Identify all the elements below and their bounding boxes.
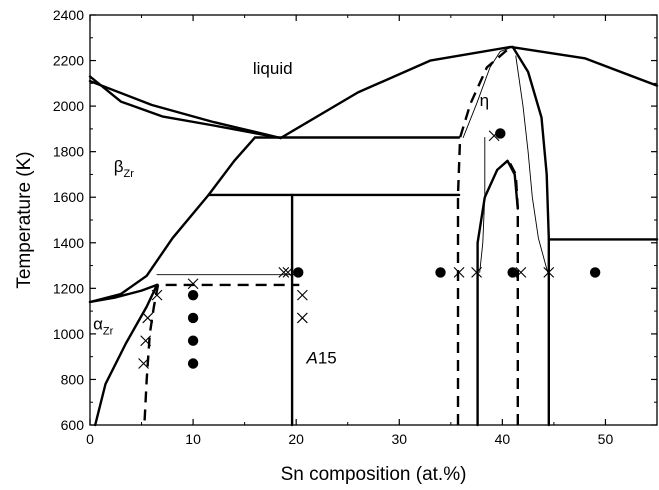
y-tick-label: 1600 xyxy=(53,189,84,205)
phase-label: αZr xyxy=(93,314,114,337)
x-axis-title: Sn composition (at.%) xyxy=(281,464,467,485)
thin-phase-boundary xyxy=(479,137,486,273)
x-tick-label: 40 xyxy=(495,431,511,447)
filled-circle-point xyxy=(187,289,199,301)
x-tick-label: 50 xyxy=(598,431,614,447)
phase-boundary xyxy=(94,283,159,427)
x-tick-label: 10 xyxy=(185,431,201,447)
dashed-phase-boundary xyxy=(506,157,519,425)
filled-circle-point xyxy=(293,267,304,278)
filled-circle-point xyxy=(589,267,601,278)
cross-point xyxy=(296,289,308,301)
phase-boundary xyxy=(88,75,282,140)
y-tick-label: 1000 xyxy=(53,326,84,342)
y-tick-label: 2200 xyxy=(53,53,84,69)
cross-point xyxy=(187,278,199,290)
phase-boundary xyxy=(88,136,257,304)
cross-point xyxy=(453,267,465,278)
x-tick-label: 0 xyxy=(86,431,94,447)
phase-boundary xyxy=(279,45,659,140)
cross-point xyxy=(278,267,290,278)
cross-point xyxy=(488,130,500,142)
phase-label: βZr xyxy=(114,157,135,180)
y-tick-label: 1800 xyxy=(53,144,84,160)
data-markers xyxy=(138,128,601,369)
filled-circle-point xyxy=(187,335,199,346)
y-tick-label: 2000 xyxy=(53,98,84,114)
y-axis-title: Temperature (K) xyxy=(14,151,35,288)
cross-point xyxy=(140,335,152,347)
phase-boundary xyxy=(511,45,550,427)
axis-ticks xyxy=(89,14,657,426)
cross-point xyxy=(151,289,163,301)
phase-boundary xyxy=(88,79,282,140)
x-tick-label: 20 xyxy=(288,431,304,447)
annotation-label: liquid xyxy=(253,59,293,78)
cross-point xyxy=(543,267,555,278)
filled-circle-point xyxy=(495,128,506,139)
thin-phase-boundary xyxy=(515,55,549,273)
x-tick-label: 30 xyxy=(391,431,407,447)
phase-boundary xyxy=(88,283,159,304)
cross-point xyxy=(142,312,154,324)
cross-point xyxy=(282,267,294,278)
filled-circle-point xyxy=(187,358,199,369)
dashed-phase-boundary xyxy=(143,283,300,421)
cross-point xyxy=(515,267,527,278)
annotation-label: η xyxy=(480,91,489,110)
y-tick-label: 1400 xyxy=(53,235,84,251)
annotation-label: A15 xyxy=(305,349,336,368)
y-tick-label: 1200 xyxy=(53,280,84,296)
plot-frame xyxy=(89,14,658,426)
phase-boundary xyxy=(476,159,519,427)
tick-labels: 0 10 20 30 40 50 600 800 1000 1200 1400 1600 1800 200… xyxy=(53,7,614,447)
cross-point xyxy=(138,358,149,369)
cross-point xyxy=(296,312,308,324)
y-tick-label: 600 xyxy=(61,417,85,433)
annotations: liquid η A15 βZr αZr xyxy=(93,59,489,367)
filled-circle-point xyxy=(435,267,446,278)
y-tick-label: 800 xyxy=(61,371,85,387)
filled-circle-point xyxy=(187,312,199,324)
phase-boundaries xyxy=(88,45,659,427)
y-tick-label: 2400 xyxy=(53,7,84,23)
filled-circle-point xyxy=(507,267,518,278)
cross-point xyxy=(471,267,482,278)
thin-phase-boundary xyxy=(462,46,514,138)
dashed-phase-boundary xyxy=(456,45,512,425)
